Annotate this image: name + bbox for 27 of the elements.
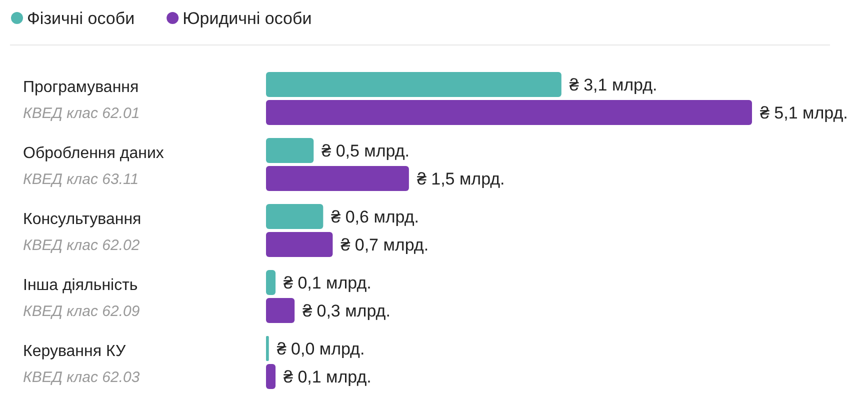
data-label: ₴ 0,1 млрд. [284, 368, 372, 386]
data-label: ₴ 0,0 млрд. [276, 340, 365, 358]
data-label: ₴ 0,7 млрд. [340, 236, 429, 254]
bar [266, 204, 324, 229]
bar [266, 270, 276, 295]
data-label: ₴ 0,5 млрд. [322, 142, 410, 160]
y-tick-label: Консультування КВЕД клас 62.02 [23, 211, 142, 254]
data-label: ₴ 0,1 млрд. [284, 274, 372, 292]
data-label: ₴ 1,5 млрд. [416, 170, 505, 188]
bar [266, 364, 276, 389]
bar [266, 336, 269, 361]
data-label: ₴ 3,1 млрд. [569, 76, 658, 94]
bar [266, 232, 333, 257]
bar [266, 298, 295, 323]
data-label: ₴ 0,3 млрд. [302, 302, 390, 320]
y-tick-label: Керування КУ КВЕД клас 62.03 [23, 343, 140, 386]
y-tick-label: Програмування КВЕД клас 62.01 [23, 79, 140, 122]
data-label: ₴ 5,1 млрд. [760, 104, 848, 122]
y-tick-label: Оброблення даних КВЕД клас 63.11 [23, 145, 164, 188]
bar [266, 166, 409, 191]
data-label: ₴ 0,6 млрд. [331, 208, 420, 226]
y-tick-label: Інша діяльність КВЕД клас 62.09 [23, 277, 140, 320]
legend-label: Фізичні особи [27, 9, 135, 28]
bar [266, 72, 562, 97]
bar [266, 138, 314, 163]
legend-label: Юридичні особи [182, 9, 312, 28]
bar [266, 100, 752, 125]
